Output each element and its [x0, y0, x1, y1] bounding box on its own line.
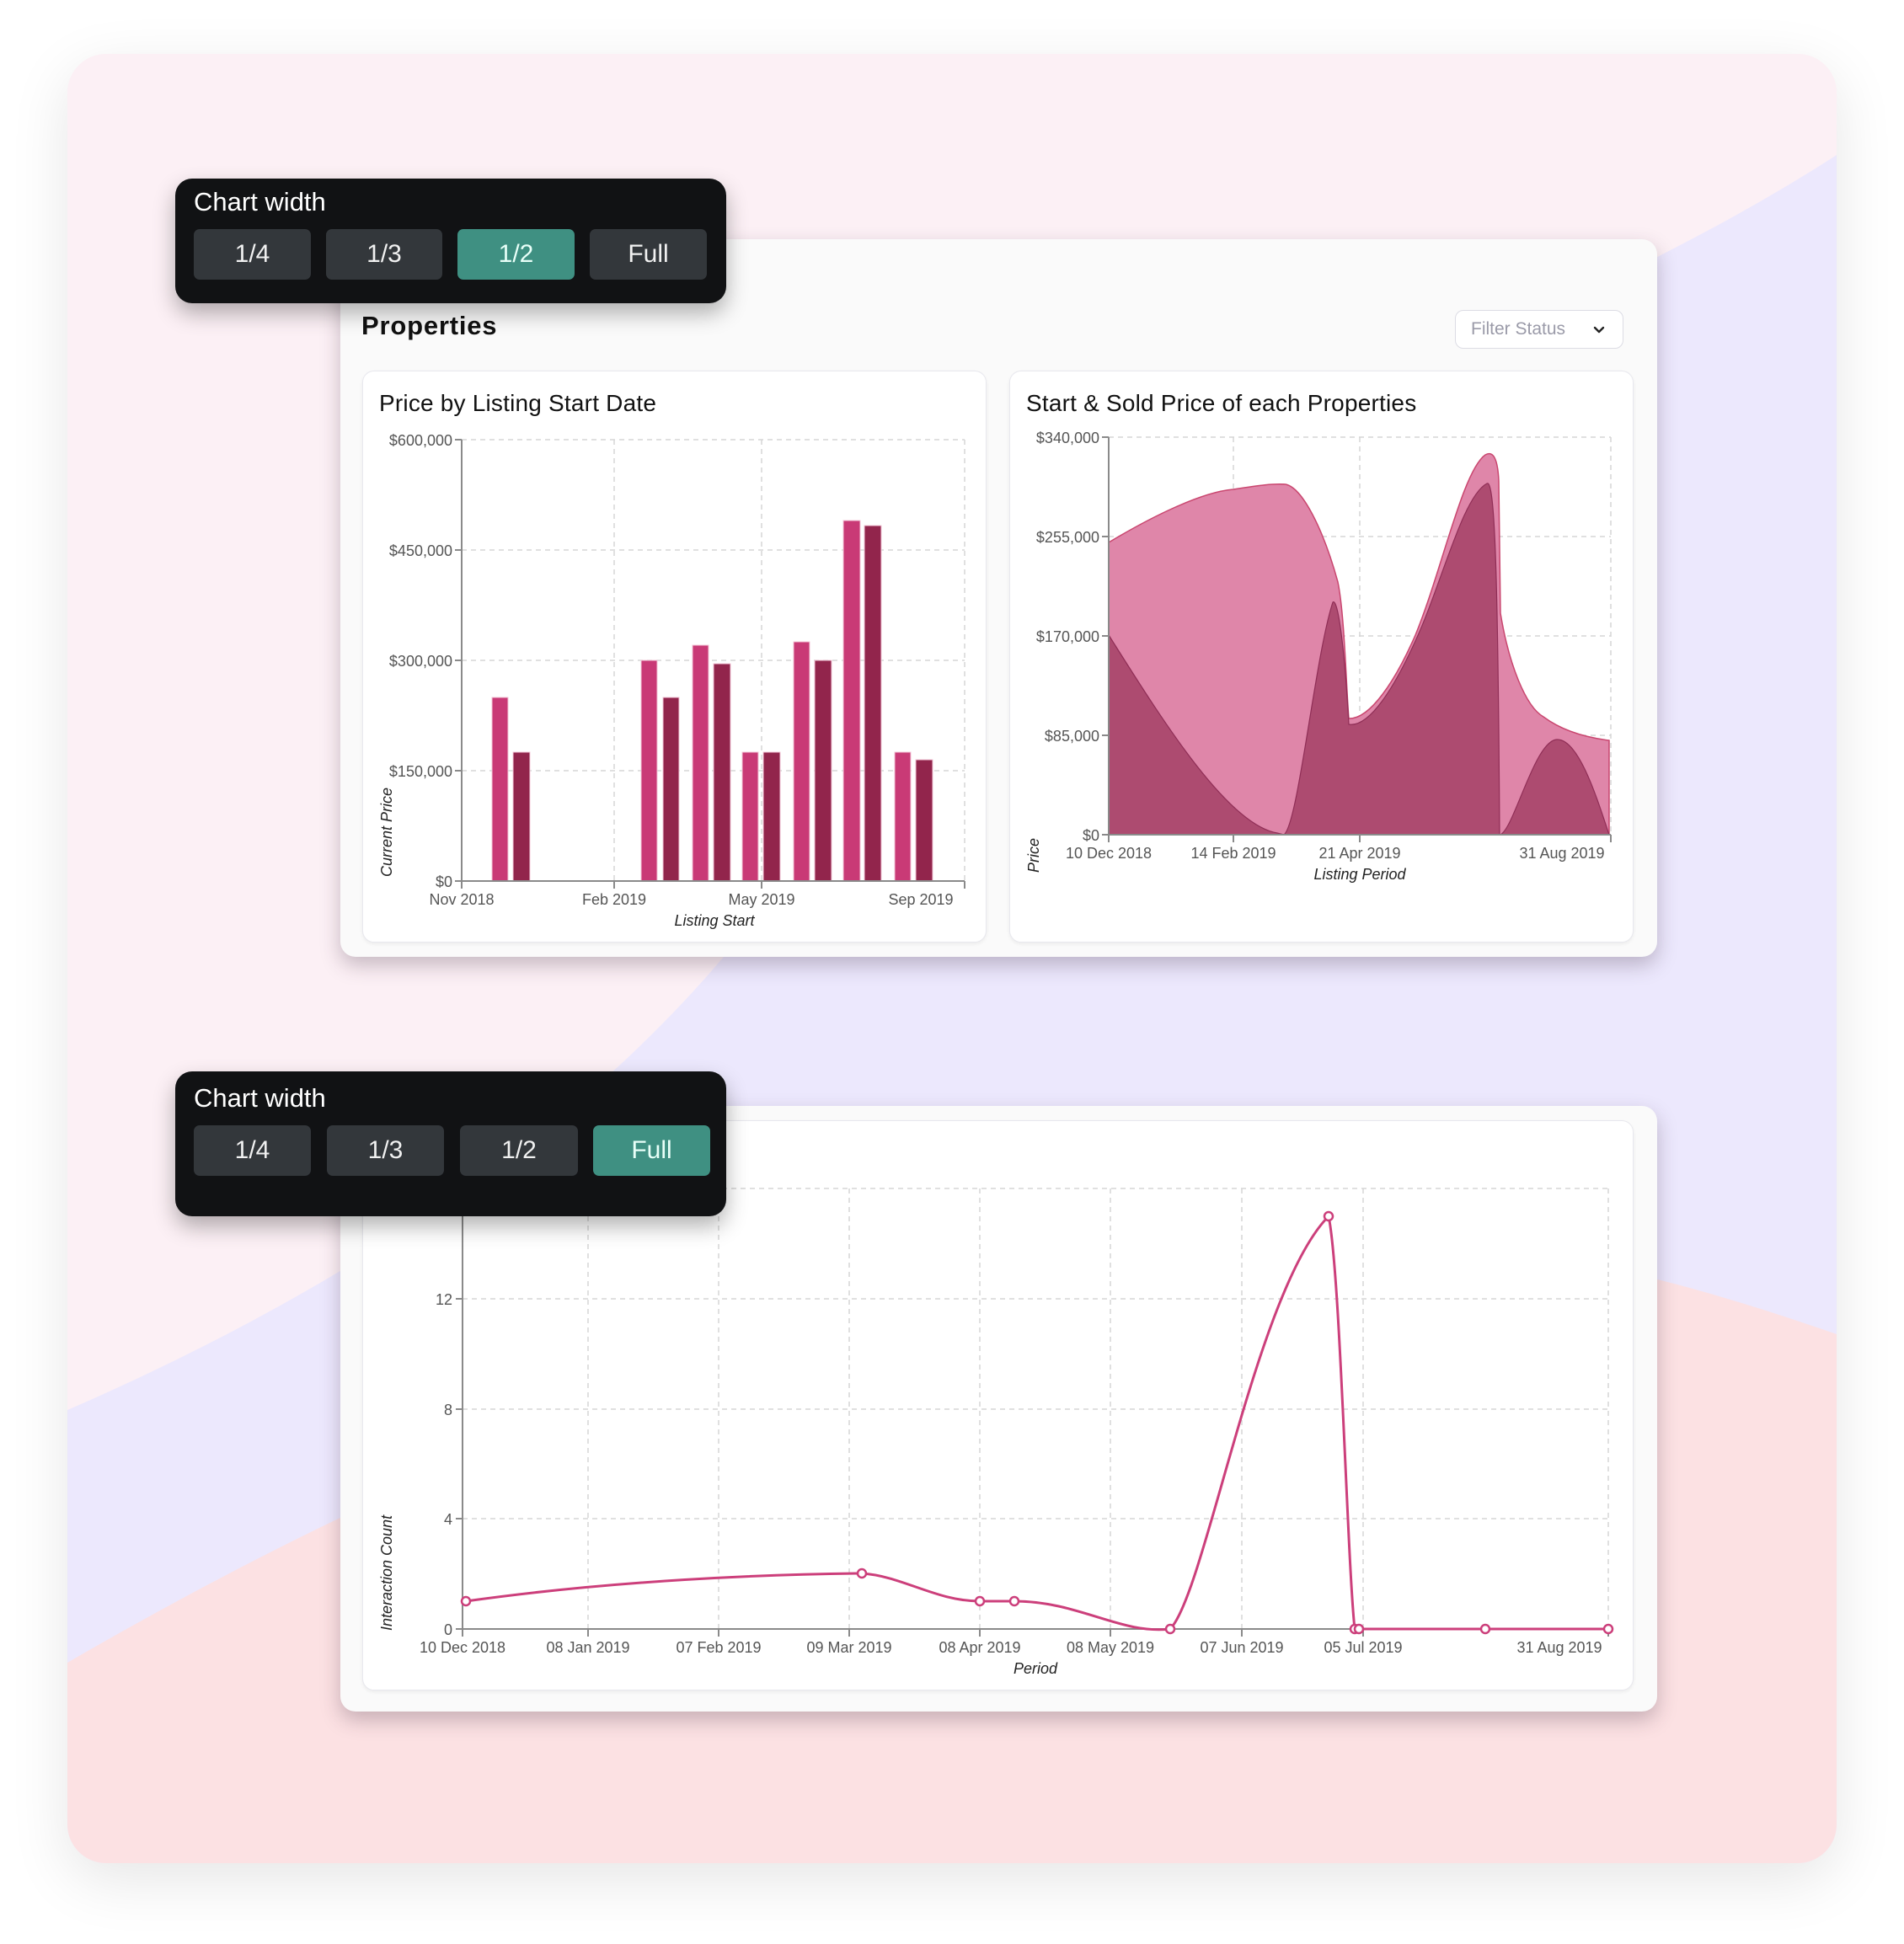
y-tick: $600,000	[389, 432, 452, 449]
width-option-1-2[interactable]: 1/2	[460, 1125, 578, 1176]
line-points	[460, 1210, 1614, 1635]
area-axes	[1102, 436, 1612, 842]
bar-chart-title: Price by Listing Start Date	[379, 390, 657, 416]
interaction-line[interactable]	[465, 1213, 1608, 1632]
filter-status-dropdown[interactable]: Filter Status	[1455, 310, 1623, 349]
bar[interactable]	[842, 520, 861, 882]
x-tick: Feb 2019	[582, 891, 646, 908]
line-axes	[456, 1188, 1609, 1637]
area-sold-price[interactable]	[1108, 483, 1610, 836]
y-tick: $450,000	[389, 542, 452, 559]
width-option-1-4[interactable]: 1/4	[194, 229, 311, 280]
width-option-1-3[interactable]: 1/3	[326, 229, 442, 280]
chart-width-selector-bottom: Chart width 1/4 1/3 1/2 Full	[175, 1071, 726, 1216]
x-tick: 05 Jul 2019	[1324, 1639, 1402, 1656]
y-axis-label: Interaction Count	[378, 1514, 395, 1631]
bar-chart: $600,000 $450,000 $300,000 $150,000 $0 N…	[378, 432, 965, 929]
x-axis-label: Period	[1014, 1660, 1058, 1677]
bar[interactable]	[512, 751, 531, 882]
y-axis-label: Price	[1025, 838, 1042, 873]
data-point[interactable]	[856, 1567, 868, 1579]
y-tick: $170,000	[1036, 628, 1099, 645]
x-tick: 08 Apr 2019	[939, 1639, 1020, 1656]
x-tick: 09 Mar 2019	[806, 1639, 891, 1656]
bar[interactable]	[491, 697, 509, 882]
data-point[interactable]	[1323, 1210, 1334, 1222]
data-point[interactable]	[1353, 1623, 1365, 1635]
bar-axes	[455, 439, 965, 889]
line-grid	[463, 1188, 1609, 1629]
bar-chart-panel: Price by Listing Start Date	[362, 371, 987, 943]
width-option-full[interactable]: Full	[590, 229, 707, 280]
x-tick: 08 May 2019	[1067, 1639, 1154, 1656]
x-tick: 07 Feb 2019	[676, 1639, 761, 1656]
x-tick: 10 Dec 2018	[1066, 845, 1152, 862]
y-tick: 0	[444, 1621, 452, 1638]
x-tick: Nov 2018	[429, 891, 494, 908]
y-tick: $300,000	[389, 653, 452, 670]
properties-card: Properties Filter Status Price by Listin…	[340, 239, 1657, 957]
x-tick: 07 Jun 2019	[1200, 1639, 1283, 1656]
data-point[interactable]	[1602, 1623, 1614, 1635]
width-option-full[interactable]: Full	[593, 1125, 710, 1176]
y-tick: $0	[436, 873, 452, 890]
y-tick: 4	[444, 1511, 452, 1528]
width-option-1-2[interactable]: 1/2	[457, 229, 575, 280]
y-tick: 12	[436, 1291, 452, 1308]
x-axis-label: Listing Period	[1313, 866, 1406, 883]
width-option-1-3[interactable]: 1/3	[327, 1125, 444, 1176]
bar[interactable]	[640, 660, 658, 882]
chart-width-title: Chart width	[194, 187, 326, 216]
data-point[interactable]	[1008, 1595, 1020, 1607]
bar[interactable]	[762, 751, 781, 882]
y-tick: $340,000	[1036, 430, 1099, 446]
x-tick: 31 Aug 2019	[1516, 1639, 1602, 1656]
area-chart: $340,000 $255,000 $170,000 $85,000 $0 10…	[1025, 430, 1612, 883]
y-tick: $85,000	[1045, 728, 1099, 745]
x-tick: 31 Aug 2019	[1519, 845, 1604, 862]
bar[interactable]	[793, 641, 810, 882]
data-point[interactable]	[460, 1595, 472, 1607]
bar[interactable]	[713, 663, 731, 882]
x-tick: 14 Feb 2019	[1190, 845, 1276, 862]
bar[interactable]	[814, 660, 832, 882]
data-point[interactable]	[1164, 1623, 1176, 1635]
bar[interactable]	[692, 644, 709, 882]
x-tick: Sep 2019	[888, 891, 953, 908]
chevron-down-icon	[1593, 326, 1605, 334]
area-chart-panel: Start & Sold Price of each Properties	[1009, 371, 1634, 943]
bar[interactable]	[864, 525, 882, 882]
x-tick: 08 Jan 2019	[546, 1639, 629, 1656]
line-chart: 12 8 4 0 10 Dec 2018 08 Jan 2019 07 Feb …	[378, 1188, 1614, 1677]
y-tick: $150,000	[389, 763, 452, 780]
y-tick: 8	[444, 1402, 452, 1418]
data-point[interactable]	[974, 1595, 986, 1607]
area-series	[1108, 452, 1610, 836]
bar[interactable]	[894, 751, 912, 882]
filter-status-placeholder: Filter Status	[1471, 319, 1566, 339]
chart-width-title: Chart width	[194, 1083, 326, 1113]
bar[interactable]	[662, 697, 680, 882]
section-title: Properties	[361, 311, 498, 340]
y-tick: $0	[1083, 827, 1099, 844]
x-tick: May 2019	[728, 891, 794, 908]
x-tick: 21 Apr 2019	[1318, 845, 1400, 862]
data-point[interactable]	[1479, 1623, 1491, 1635]
y-tick: $255,000	[1036, 529, 1099, 546]
chart-width-selector-top: Chart width 1/4 1/3 1/2 Full	[175, 179, 726, 303]
area-chart-title: Start & Sold Price of each Properties	[1026, 390, 1417, 416]
x-axis-label: Listing Start	[674, 912, 755, 929]
bar[interactable]	[741, 751, 759, 882]
bar-series	[491, 520, 933, 882]
x-tick: 10 Dec 2018	[420, 1639, 505, 1656]
y-axis-label: Current Price	[378, 788, 395, 877]
bar[interactable]	[915, 759, 933, 882]
width-option-1-4[interactable]: 1/4	[194, 1125, 311, 1176]
